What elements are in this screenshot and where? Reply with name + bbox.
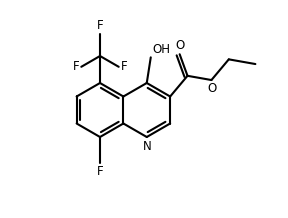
- Text: F: F: [121, 60, 127, 73]
- Text: OH: OH: [153, 43, 171, 56]
- Text: O: O: [208, 82, 217, 95]
- Text: N: N: [142, 140, 151, 153]
- Text: F: F: [97, 165, 103, 178]
- Text: F: F: [97, 19, 103, 32]
- Text: O: O: [175, 39, 184, 52]
- Text: F: F: [73, 60, 79, 73]
